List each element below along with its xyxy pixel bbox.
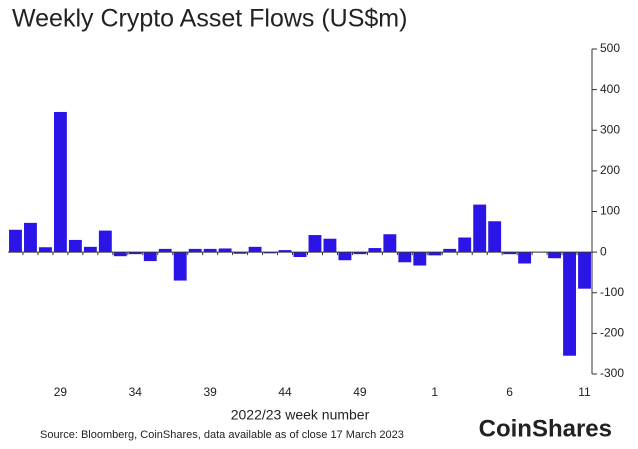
y-tick-label: 400 [600,82,620,96]
bar [443,248,457,253]
bar [98,230,112,253]
x-tick-label: 39 [203,385,217,399]
bar [278,250,292,253]
bar [113,252,127,257]
y-tick-label: -200 [600,326,624,340]
bar [398,252,412,263]
y-tick-label: 500 [600,41,620,55]
x-tick-label: 49 [353,385,367,399]
bar [548,252,562,259]
bar [233,252,247,254]
bar [488,221,502,253]
bar [9,229,22,253]
bar [503,252,517,255]
bar [158,248,172,253]
y-tick-label: -100 [600,285,624,299]
y-tick-label: 200 [600,163,620,177]
y-tick-label: 300 [600,122,620,136]
bar [563,252,576,356]
bar [24,222,37,253]
source-note: Source: Bloomberg, CoinShares, data avai… [40,429,404,441]
brand-logo: CoinShares [479,415,612,442]
bar [38,247,52,253]
bar [188,248,202,253]
bar [518,252,532,264]
y-tick-label: 100 [600,204,620,218]
bar [353,252,367,255]
bar [128,252,142,255]
bar [248,246,262,253]
x-tick-label: 11 [578,385,591,399]
bar [218,248,232,253]
x-tick-label: 6 [506,385,513,399]
bar [173,252,187,281]
y-tick-label: -300 [600,366,624,380]
bar [338,252,352,261]
bar [383,234,397,253]
bar [308,235,322,253]
x-tick-label: 1 [431,385,438,399]
x-tick-label: 29 [54,385,68,399]
chart-title: Weekly Crypto Asset Flows (US$m) [12,5,407,33]
bar [323,238,337,253]
bar [458,237,472,253]
bar [413,252,427,266]
bar [578,252,591,289]
bar [68,239,82,253]
x-tick-label: 44 [278,385,292,399]
bar [368,248,382,253]
bar [473,204,487,253]
x-tick-label: 34 [129,385,143,399]
y-tick-label: 0 [600,244,607,258]
bar [203,248,217,253]
bar [293,252,307,257]
bar [143,252,157,262]
bar [263,252,277,254]
x-axis-title: 2022/23 week number [231,407,370,423]
bar [83,246,97,253]
bar [53,111,67,253]
bar [428,252,442,256]
